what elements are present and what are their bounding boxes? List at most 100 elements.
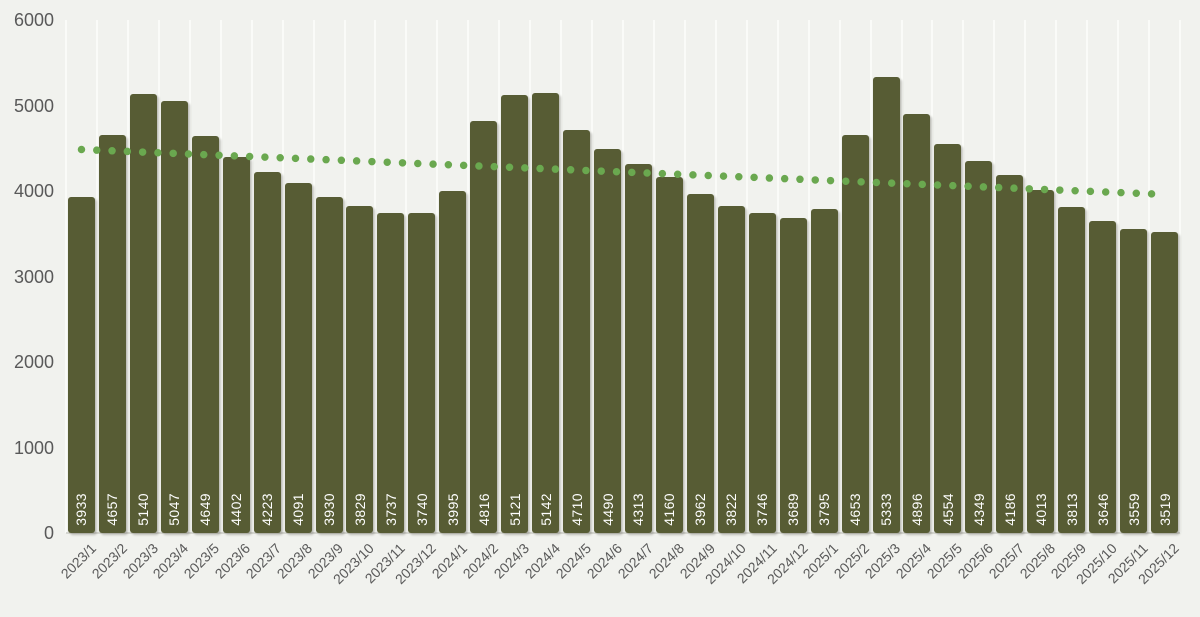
- bar: 3519: [1151, 232, 1179, 533]
- gridline: [652, 20, 655, 533]
- bar-value-label: 3930: [321, 493, 338, 526]
- bar: 4223: [253, 171, 281, 533]
- bar-value-label: 4223: [259, 493, 276, 526]
- bar-value-label: 5121: [506, 493, 523, 526]
- gridline: [931, 20, 934, 533]
- bar-value-label: 4402: [228, 493, 245, 526]
- bar-value-label: 4490: [599, 493, 616, 526]
- gridline: [838, 20, 841, 533]
- bar: 3795: [810, 208, 838, 533]
- gridline: [807, 20, 810, 533]
- gridline: [312, 20, 315, 533]
- bar-value-label: 4816: [475, 493, 492, 526]
- gridline: [95, 20, 98, 533]
- bar-value-label: 4313: [630, 493, 647, 526]
- bar-value-label: 3822: [723, 493, 740, 526]
- bar-value-label: 3933: [73, 493, 90, 526]
- bar-value-label: 3737: [382, 493, 399, 526]
- bar-value-label: 5047: [166, 493, 183, 526]
- bar-value-label: 4160: [661, 493, 678, 526]
- bar: 4160: [655, 177, 683, 533]
- bar: 3822: [717, 206, 745, 533]
- gridline: [1117, 20, 1120, 533]
- bar: 3962: [686, 194, 714, 533]
- bar-value-label: 3559: [1125, 493, 1142, 526]
- bar: 3740: [408, 213, 436, 533]
- bar: 4013: [1027, 189, 1055, 533]
- bar-value-label: 4710: [568, 493, 585, 526]
- gridline: [962, 20, 965, 533]
- bar-value-label: 3795: [816, 493, 833, 526]
- gridline: [1055, 20, 1058, 533]
- bar-value-label: 3740: [413, 493, 430, 526]
- gridline: [1086, 20, 1089, 533]
- bar-value-label: 4349: [970, 493, 987, 526]
- bar-value-label: 5140: [135, 493, 152, 526]
- gridline: [343, 20, 346, 533]
- y-axis-tick-label: 3000: [13, 266, 54, 287]
- gridline: [1024, 20, 1027, 533]
- bar: 5047: [160, 101, 188, 533]
- gridline: [622, 20, 624, 533]
- gridline: [467, 20, 470, 533]
- bar-value-label: 4896: [908, 493, 925, 526]
- gridline: [714, 20, 717, 533]
- gridline: [776, 20, 779, 533]
- gridline: [1179, 20, 1181, 533]
- gridline: [281, 20, 284, 533]
- gridline: [405, 20, 408, 533]
- bar-value-label: 3813: [1063, 493, 1080, 526]
- bar: 4490: [594, 149, 622, 533]
- gridline: [188, 20, 191, 533]
- bar-value-label: 3962: [692, 493, 709, 526]
- bar-value-label: 3519: [1156, 493, 1173, 526]
- bar: 4653: [841, 135, 869, 533]
- y-axis-tick-label: 4000: [13, 181, 54, 201]
- y-axis-tick-label: 1000: [13, 437, 54, 458]
- x-axis-label: 2023/1: [57, 540, 99, 582]
- bar: 4349: [965, 161, 993, 533]
- gridline: [157, 20, 160, 533]
- x-axis-line: [66, 532, 1180, 534]
- bar: 3813: [1058, 206, 1086, 533]
- bar: 3689: [779, 217, 807, 533]
- gridline: [560, 20, 563, 533]
- gridline: [529, 20, 532, 533]
- bar: 4186: [996, 175, 1024, 533]
- gridline: [126, 20, 129, 533]
- gridline: [498, 20, 501, 533]
- bar: 4657: [98, 134, 126, 533]
- bar-value-label: 3646: [1094, 493, 1111, 526]
- gridline: [374, 20, 377, 533]
- bar-value-label: 3829: [351, 493, 368, 526]
- bar-value-label: 4657: [104, 493, 121, 526]
- bar: 5142: [532, 93, 560, 533]
- bar: 3646: [1089, 221, 1117, 533]
- bar: 4649: [191, 135, 219, 533]
- bar: 4710: [563, 130, 591, 533]
- bar: 4313: [624, 164, 652, 533]
- bar-value-label: 3995: [444, 493, 461, 526]
- bar-value-label: 4091: [290, 493, 307, 526]
- gridline: [250, 20, 253, 533]
- bar: 4091: [284, 183, 312, 533]
- gridline: [745, 20, 748, 533]
- bar-value-label: 4653: [847, 493, 864, 526]
- y-axis-tick-label: 5000: [13, 95, 54, 116]
- bar: 5140: [129, 93, 157, 533]
- bar: 4816: [470, 121, 498, 533]
- gridline: [65, 20, 67, 533]
- bar: 4896: [903, 114, 931, 533]
- gridline: [900, 20, 903, 533]
- bar: 4554: [934, 143, 962, 533]
- bar: 3930: [315, 196, 343, 533]
- gridline: [591, 20, 594, 533]
- bar-value-label: 5333: [878, 493, 895, 526]
- y-axis-tick-label: 6000: [13, 10, 54, 30]
- bar: 3559: [1120, 228, 1148, 533]
- bar: 5333: [872, 77, 900, 533]
- gridline: [683, 20, 686, 533]
- bar: 3933: [67, 196, 95, 533]
- bar-value-label: 4186: [1001, 493, 1018, 526]
- gridline: [993, 20, 996, 533]
